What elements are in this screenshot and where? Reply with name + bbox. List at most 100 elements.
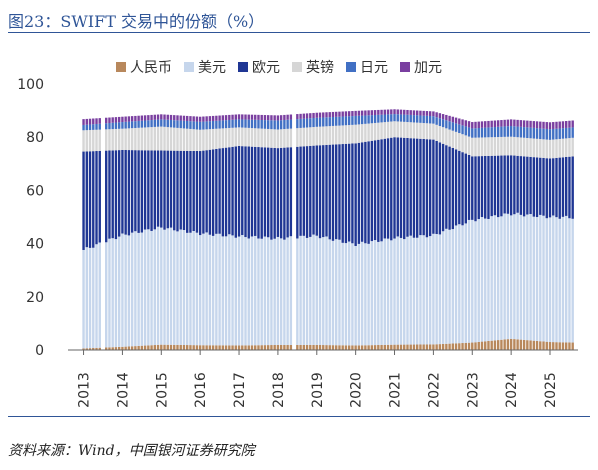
bar-segment bbox=[526, 138, 529, 157]
bar-segment bbox=[535, 138, 539, 158]
bar-segment bbox=[360, 110, 364, 116]
bar-stack bbox=[393, 109, 396, 350]
bar-segment bbox=[202, 150, 205, 234]
y-tick-label: 80 bbox=[26, 130, 44, 146]
bar-segment bbox=[428, 139, 432, 237]
bar-segment bbox=[153, 345, 157, 350]
bar-segment bbox=[448, 229, 451, 344]
bar-segment bbox=[140, 345, 144, 350]
bar-segment bbox=[108, 150, 111, 239]
bar-segment bbox=[270, 120, 273, 130]
bar-segment bbox=[244, 114, 247, 120]
bar-segment bbox=[425, 111, 429, 116]
y-axis: 0 20 40 60 80 100 bbox=[17, 77, 44, 359]
bar-stack bbox=[88, 118, 92, 350]
bar-segment bbox=[373, 240, 377, 346]
bar-segment bbox=[357, 110, 361, 116]
bar-segment bbox=[522, 137, 526, 157]
bar-segment bbox=[215, 233, 218, 346]
bar-segment bbox=[266, 237, 270, 346]
bar-segment bbox=[179, 120, 182, 129]
bar-segment bbox=[130, 121, 134, 129]
bar-segment bbox=[257, 119, 260, 129]
bar-segment bbox=[121, 122, 124, 129]
bar-stack bbox=[539, 121, 542, 350]
bar-segment bbox=[347, 241, 351, 346]
bar-segment bbox=[150, 114, 153, 121]
bar-segment bbox=[480, 127, 484, 138]
bar-segment bbox=[539, 341, 542, 350]
bar-segment bbox=[506, 339, 510, 350]
bar-segment bbox=[571, 218, 574, 343]
bar-segment bbox=[471, 122, 474, 129]
bar-segment bbox=[545, 218, 548, 342]
bar-segment bbox=[393, 114, 396, 122]
bar-segment bbox=[150, 120, 153, 128]
bar-segment bbox=[134, 121, 137, 128]
bar-segment bbox=[448, 121, 451, 130]
bar-stack bbox=[480, 121, 484, 350]
bar-segment bbox=[500, 339, 503, 350]
bar-segment bbox=[211, 115, 215, 121]
bar-segment bbox=[198, 129, 202, 152]
bar-segment bbox=[296, 114, 299, 120]
bar-segment bbox=[539, 157, 542, 215]
bar-stack bbox=[441, 114, 445, 350]
bar-segment bbox=[500, 155, 503, 217]
bar-segment bbox=[234, 237, 237, 346]
bar-segment bbox=[241, 235, 244, 346]
bar-segment bbox=[169, 114, 173, 120]
bar-segment bbox=[186, 115, 189, 121]
bar-segment bbox=[529, 214, 532, 341]
bar-stack bbox=[390, 109, 393, 350]
bar-segment bbox=[516, 155, 519, 213]
bar-segment bbox=[493, 340, 497, 350]
bar-segment bbox=[205, 116, 208, 122]
bar-stack bbox=[422, 110, 425, 350]
bar-segment bbox=[254, 146, 257, 236]
bar-stack bbox=[302, 113, 306, 350]
bar-segment bbox=[380, 241, 383, 345]
bar-segment bbox=[335, 144, 338, 240]
bar-segment bbox=[406, 114, 409, 123]
bar-segment bbox=[237, 236, 241, 346]
bar-segment bbox=[386, 109, 390, 115]
bar-segment bbox=[276, 115, 280, 121]
bar-segment bbox=[247, 146, 250, 239]
bar-segment bbox=[231, 146, 234, 236]
bar-segment bbox=[322, 237, 325, 346]
bar-segment bbox=[257, 345, 260, 350]
bar-segment bbox=[519, 214, 523, 340]
bar-segment bbox=[565, 121, 568, 128]
bar-segment bbox=[302, 146, 306, 236]
bar-segment bbox=[571, 120, 574, 128]
bar-segment bbox=[503, 136, 506, 156]
bar-segment bbox=[399, 237, 403, 345]
bar-segment bbox=[127, 116, 131, 122]
bar-stack bbox=[105, 117, 108, 350]
bar-stack bbox=[85, 118, 88, 350]
bar-segment bbox=[169, 150, 173, 228]
bar-segment bbox=[500, 216, 503, 340]
x-tick-label: 2017 bbox=[232, 372, 248, 408]
bar-segment bbox=[357, 115, 361, 125]
bar-segment bbox=[493, 215, 497, 341]
bar-segment bbox=[351, 143, 354, 244]
bar-segment bbox=[273, 129, 276, 148]
bar-segment bbox=[322, 112, 325, 118]
bar-segment bbox=[143, 345, 147, 350]
bar-segment bbox=[244, 146, 247, 238]
bar-segment bbox=[377, 109, 380, 115]
bar-segment bbox=[513, 126, 516, 137]
bar-segment bbox=[451, 130, 455, 148]
bar-segment bbox=[516, 339, 519, 350]
bar-segment bbox=[127, 128, 131, 151]
bar-segment bbox=[422, 235, 425, 345]
bar-segment bbox=[380, 109, 383, 115]
bar-segment bbox=[173, 150, 176, 231]
bar-segment bbox=[208, 149, 212, 235]
bar-segment bbox=[367, 123, 370, 142]
bar-segment bbox=[526, 120, 529, 128]
bar-segment bbox=[254, 345, 257, 350]
bar-segment bbox=[496, 340, 500, 350]
